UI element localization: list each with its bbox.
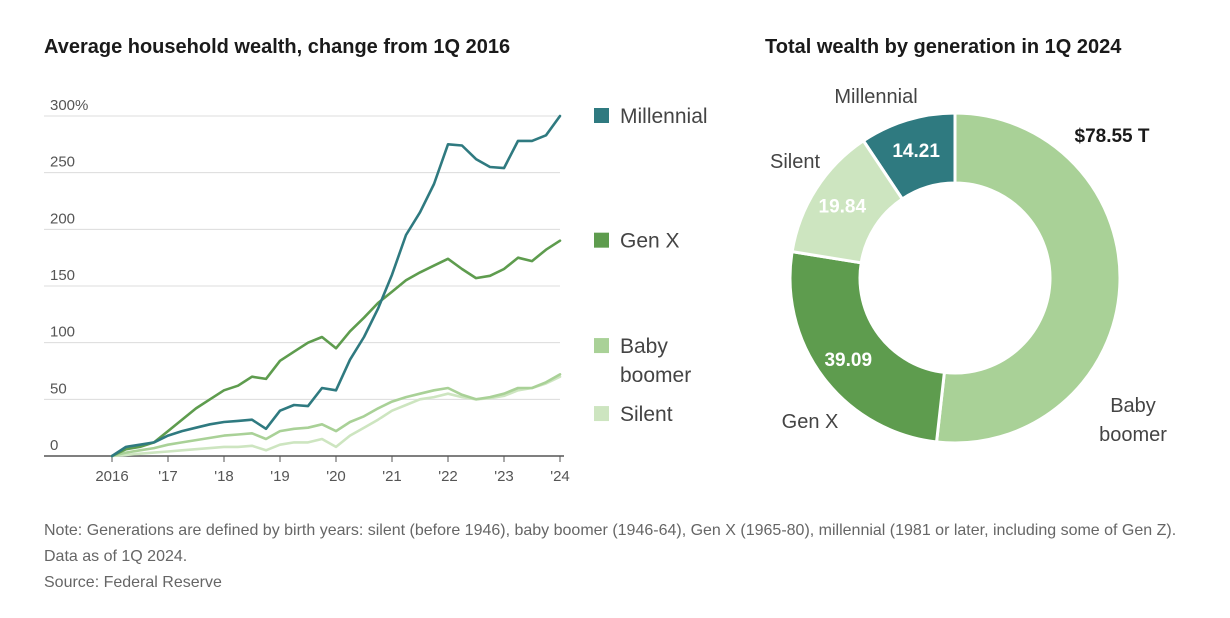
x-tick-label: '24 (550, 468, 570, 485)
legend-swatch-baby-boomer (594, 338, 609, 354)
donut-slice-baby-boomer (934, 111, 1122, 445)
line-chart: 300% 250 200 150 100 50 0 2016 '17 '18 '19 '20 '21 '2… (44, 97, 708, 485)
x-tick-label: '23 (494, 468, 514, 485)
chart-source: Source: Federal Reserve (44, 574, 222, 591)
x-tick-label: '20 (326, 468, 346, 485)
legend-swatch-millennial (594, 108, 609, 123)
donut-total-label: $78.55 T (1075, 126, 1150, 147)
series-line-gen-x (110, 239, 562, 458)
legend-label-gen-x: Gen X (620, 230, 680, 253)
donut-label-baby-boomer: boomer (1099, 424, 1167, 446)
donut-slice-gen-x (788, 249, 947, 444)
donut-label-gen-x: Gen X (782, 411, 839, 433)
series-line-millennial (110, 114, 562, 458)
chart-note: Note: Generations are defined by birth y… (44, 522, 1177, 565)
y-tick-label: 250 (50, 154, 75, 171)
line-chart-title: Average household wealth, change from 1Q… (44, 36, 511, 58)
x-tick-label: '19 (270, 468, 290, 485)
donut-chart-title: Total wealth by generation in 1Q 2024 (765, 36, 1122, 58)
legend-label-baby-boomer: boomer (620, 364, 691, 387)
slice-value-millennial: 14.21 (892, 141, 940, 162)
legend-label-millennial: Millennial (620, 105, 708, 128)
y-tick-label: 100 (50, 324, 75, 341)
x-tick-label: '22 (438, 468, 458, 485)
legend-label-silent: Silent (620, 403, 673, 426)
y-tick-label: 300% (50, 97, 88, 114)
slice-value-silent: 19.84 (819, 197, 867, 218)
donut-label-millennial: Millennial (834, 86, 917, 108)
y-tick-label: 200 (50, 210, 75, 227)
x-tick-label: '18 (214, 468, 234, 485)
legend-swatch-gen-x (594, 232, 609, 248)
donut-label-silent: Silent (770, 151, 820, 173)
legend-swatch-silent (594, 406, 609, 422)
x-tick-label: '21 (382, 468, 402, 485)
slice-value-gen-x: 39.09 (824, 350, 872, 371)
legend-label-baby-boomer: Baby (620, 335, 668, 358)
donut-slice-silent (790, 138, 905, 265)
y-tick-label: 0 (50, 437, 58, 454)
donut-chart: 14.21 39.09 19.84 Millennial Baby boomer Gen X… (770, 86, 1167, 446)
y-tick-label: 150 (50, 267, 75, 284)
y-tick-label: 50 (50, 380, 67, 397)
donut-label-baby-boomer: Baby (1110, 395, 1156, 417)
x-tick-label: 2016 (95, 468, 128, 485)
x-tick-label: '17 (158, 468, 178, 485)
series-line-baby-boomer (110, 373, 562, 458)
